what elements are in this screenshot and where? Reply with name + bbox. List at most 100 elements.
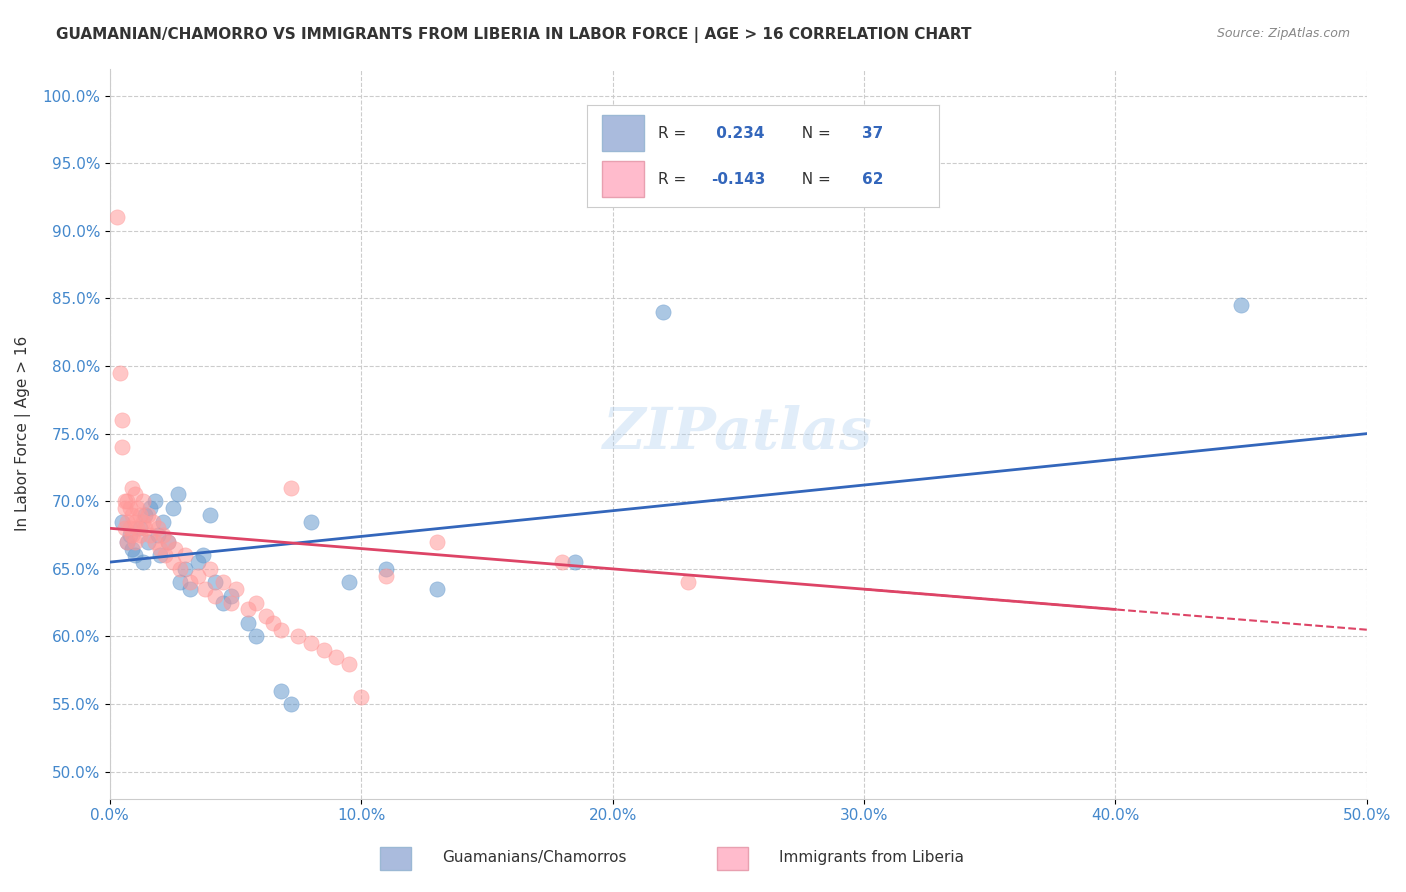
Point (200, 508, 222, 522)
Text: Immigrants from Liberia: Immigrants from Liberia (779, 850, 965, 865)
Point (375, 568, 398, 582)
Point (121, 541, 143, 556)
Point (129, 521, 152, 535)
Point (325, 649, 347, 664)
Point (134, 521, 156, 535)
Point (254, 609, 277, 624)
Text: GUAMANIAN/CHAMORRO VS IMMIGRANTS FROM LIBERIA IN LABOR FORCE | AGE > 16 CORRELAT: GUAMANIAN/CHAMORRO VS IMMIGRANTS FROM LI… (56, 27, 972, 43)
Point (676, 575, 699, 590)
Point (169, 562, 191, 576)
Point (124, 515, 146, 529)
Point (236, 615, 259, 630)
Point (134, 508, 156, 522)
Point (194, 582, 217, 596)
Y-axis label: In Labor Force | Age > 16: In Labor Force | Age > 16 (15, 336, 31, 532)
Point (219, 589, 242, 603)
Point (136, 534, 159, 549)
Point (204, 575, 226, 590)
Text: Guamanians/Chamorros: Guamanians/Chamorros (441, 850, 627, 865)
Point (117, 534, 139, 549)
Point (312, 643, 335, 657)
Point (245, 630, 267, 644)
Point (152, 528, 174, 542)
Point (136, 508, 159, 522)
Point (165, 541, 187, 556)
Point (200, 562, 222, 576)
Point (127, 521, 149, 535)
Point (337, 575, 360, 590)
Point (156, 534, 179, 549)
Point (162, 555, 184, 569)
Point (146, 528, 169, 542)
Point (121, 508, 143, 522)
Point (139, 501, 162, 516)
Point (179, 575, 201, 590)
Point (124, 534, 146, 549)
Point (245, 596, 267, 610)
Point (174, 562, 197, 576)
Point (152, 515, 174, 529)
Point (270, 683, 292, 698)
Point (204, 589, 226, 603)
Point (299, 636, 322, 650)
Point (187, 568, 209, 582)
Point (131, 494, 153, 508)
Point (129, 508, 152, 522)
Point (105, 211, 128, 225)
Point (162, 501, 184, 516)
Point (262, 615, 284, 630)
Text: ZIPatlas: ZIPatlas (603, 405, 873, 462)
Point (124, 549, 146, 563)
Point (114, 521, 136, 535)
Point (114, 494, 136, 508)
Point (139, 528, 162, 542)
Point (111, 515, 134, 529)
Point (149, 541, 172, 556)
Point (143, 494, 166, 508)
Point (299, 515, 322, 529)
Point (142, 515, 165, 529)
Point (131, 555, 153, 569)
Point (287, 630, 309, 644)
Point (131, 515, 153, 529)
Point (651, 305, 673, 319)
Point (179, 582, 201, 596)
Point (375, 562, 398, 576)
Point (236, 602, 259, 616)
Point (1230, 298, 1253, 312)
Point (564, 555, 586, 569)
Point (121, 481, 143, 495)
Point (149, 549, 172, 563)
Point (212, 596, 235, 610)
Point (117, 515, 139, 529)
Point (118, 501, 141, 516)
Point (108, 366, 131, 380)
Point (117, 494, 139, 508)
Point (270, 623, 292, 637)
Point (350, 690, 373, 705)
Point (121, 528, 143, 542)
Text: Source: ZipAtlas.com: Source: ZipAtlas.com (1216, 27, 1350, 40)
Point (117, 534, 139, 549)
Point (174, 549, 197, 563)
Point (187, 555, 209, 569)
Point (111, 440, 134, 454)
Point (280, 697, 302, 711)
Point (225, 582, 247, 596)
Point (124, 487, 146, 501)
Point (143, 534, 166, 549)
Point (118, 528, 141, 542)
Point (426, 534, 449, 549)
Point (166, 487, 188, 501)
Point (114, 501, 136, 516)
Point (127, 501, 149, 516)
Point (111, 413, 134, 427)
Point (212, 575, 235, 590)
Point (280, 481, 302, 495)
Point (191, 549, 214, 563)
Point (118, 521, 141, 535)
Point (551, 555, 574, 569)
Point (337, 657, 360, 671)
Point (426, 582, 449, 596)
Point (156, 534, 179, 549)
